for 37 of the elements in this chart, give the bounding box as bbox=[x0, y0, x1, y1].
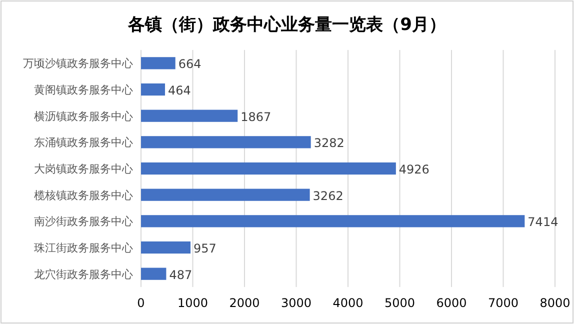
data-label: 957 bbox=[194, 242, 216, 256]
y-tick-label: 榄核镇政务服务中心 bbox=[34, 188, 133, 202]
data-label: 3282 bbox=[314, 136, 344, 150]
y-tick-label: 万顷沙镇政务服务中心 bbox=[23, 57, 133, 70]
x-tick-label: 5000 bbox=[384, 296, 416, 310]
chart-title: 各镇（街）政务中心业务量一览表（9月） bbox=[127, 15, 446, 35]
y-tick-label: 东涌镇政务服务中心 bbox=[34, 136, 133, 150]
data-label: 7414 bbox=[528, 215, 558, 230]
bar bbox=[141, 83, 166, 96]
x-tick-label: 0 bbox=[137, 296, 145, 310]
data-label: 464 bbox=[168, 84, 191, 98]
x-tick-label: 3000 bbox=[280, 296, 312, 310]
x-tick-label: 1000 bbox=[177, 296, 208, 310]
y-tick-label: 黄阁镇政务服务中心 bbox=[34, 84, 133, 96]
x-tick-label: 6000 bbox=[436, 296, 467, 310]
y-tick-label: 横沥镇政务服务中心 bbox=[34, 110, 133, 123]
data-label: 487 bbox=[169, 268, 192, 282]
bar bbox=[141, 241, 191, 254]
bar bbox=[141, 188, 310, 201]
bar bbox=[141, 136, 311, 148]
data-label: 1867 bbox=[240, 110, 272, 124]
y-tick-label: 龙穴街政务服务中心 bbox=[34, 268, 133, 281]
y-tick-label: 大岗镇政务服务中心 bbox=[34, 162, 133, 176]
y-tick-label: 珠江街政务服务中心 bbox=[34, 242, 133, 254]
x-tick-label: 2000 bbox=[229, 296, 260, 310]
x-tick-label: 4000 bbox=[332, 296, 364, 310]
bar bbox=[141, 268, 166, 280]
x-tick-label: 8000 bbox=[540, 296, 570, 310]
data-label: 664 bbox=[178, 57, 202, 72]
bar bbox=[141, 162, 396, 175]
bar bbox=[141, 110, 238, 122]
x-tick-label: 7000 bbox=[488, 296, 519, 310]
bar bbox=[141, 215, 525, 228]
y-tick-label: 南沙街政务服务中心 bbox=[34, 215, 133, 228]
bar bbox=[141, 57, 176, 70]
data-label: 4926 bbox=[398, 162, 430, 176]
data-label: 3262 bbox=[312, 188, 344, 203]
